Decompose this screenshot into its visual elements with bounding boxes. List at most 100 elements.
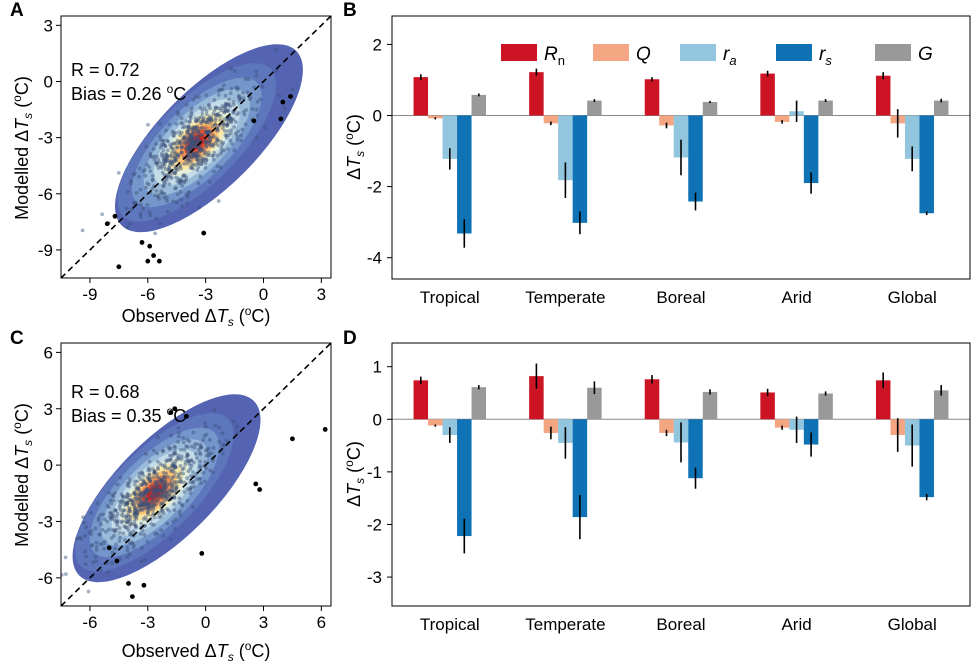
scatter-point [156,488,161,493]
x-tick-label: 3 [317,285,326,304]
scatter-point [179,121,184,126]
scatter-point [137,471,142,476]
scatter-point [188,144,192,149]
scatter-point [161,184,166,189]
scatter-point [218,151,223,156]
scatter-point [209,115,214,120]
scatter-point [149,505,153,510]
bar-panel-b: -4 -2 0 2 Tropical Temperate Boreal Arid Global… [342,15,971,307]
scatter-point [145,203,150,207]
scatter-point [124,501,129,506]
scatter-point [160,478,165,483]
scatter-point [191,151,195,155]
scatter-point [236,93,241,98]
scatter-point [212,408,217,412]
scatter-point [139,503,144,508]
scatter-point [225,122,230,127]
scatter-point [153,482,158,487]
scatter-point [161,487,166,492]
scatter-point [173,186,178,191]
scatter-point [144,498,149,503]
scatter-point [128,498,133,502]
scatter-point [166,174,171,179]
scatter-point [188,119,192,124]
bar-G-global [933,100,949,116]
scatter-point [144,452,148,456]
scatter-point [150,504,155,508]
scatter-point [179,130,184,135]
scatter-point [191,166,195,171]
scatter-point [198,450,202,455]
scatter-point [198,174,203,179]
scatter-point [199,149,204,153]
scatter-point [168,457,172,462]
scatter-point [151,448,156,453]
scatter-point [193,452,198,456]
scatter-point [235,431,240,435]
scatter-point [173,141,177,146]
scatter-point [228,138,233,143]
panel-label-b: B [343,0,357,21]
scatter-point [120,500,125,505]
scatter-point [127,222,132,227]
scatter-point [135,511,139,516]
scatter-point [211,134,216,138]
scatter-point [188,466,193,471]
bar-G-boreal [702,391,718,420]
scatter-point [186,194,190,199]
scatter-point [167,453,172,458]
scatter-point [182,135,187,139]
scatter-point [174,158,179,163]
scatter-point [163,480,168,485]
scatter-point [236,86,240,90]
scatter-point [194,157,199,162]
scatter-point [228,91,233,96]
scatter-point [117,530,122,535]
scatter-point [185,453,190,458]
scatter-point [195,124,199,129]
scatter-point [162,465,167,470]
scatter-point [176,479,181,484]
scatter-point [121,499,126,504]
scatter-point [204,143,209,148]
scatter-point [137,508,142,513]
scatter-point [147,210,152,215]
scatter-point [208,136,212,141]
scatter-point [154,161,159,165]
scatter-point [178,141,183,146]
scatter-point [128,493,132,498]
scatter-point [172,489,177,494]
y-tick-label: 0 [373,107,382,126]
scatter-point [167,492,172,497]
scatter-point [173,465,178,470]
scatter-point [129,521,134,526]
scatter-point [165,154,170,158]
scatter-point [183,459,188,464]
scatter-point [193,125,198,129]
scatter-point [84,525,89,530]
scatter-point [107,527,111,532]
scatter-point [226,122,230,127]
scatter-point [177,164,182,169]
scatter-point [161,470,166,475]
scatter-point [134,498,139,502]
scatter-point [199,119,203,124]
scatter-point [218,87,223,92]
scatter-point [153,193,157,198]
scatter-point [197,476,202,481]
scatter-point [171,451,176,456]
scatter-point [219,108,224,113]
scatter-point [125,501,130,506]
scatter-point-outlier [199,551,205,556]
scatter-point [204,158,209,163]
scatter-point [119,492,124,497]
plot-frame-d [391,342,971,607]
annotation-r-a: R = 0.72 [71,60,140,80]
scatter-point [160,463,165,468]
scatter-point [161,148,166,153]
scatter-point [131,545,136,550]
scatter-point [174,483,179,488]
scatter-point [243,77,248,81]
scatter-point [172,462,177,466]
scatter-point [165,466,169,471]
